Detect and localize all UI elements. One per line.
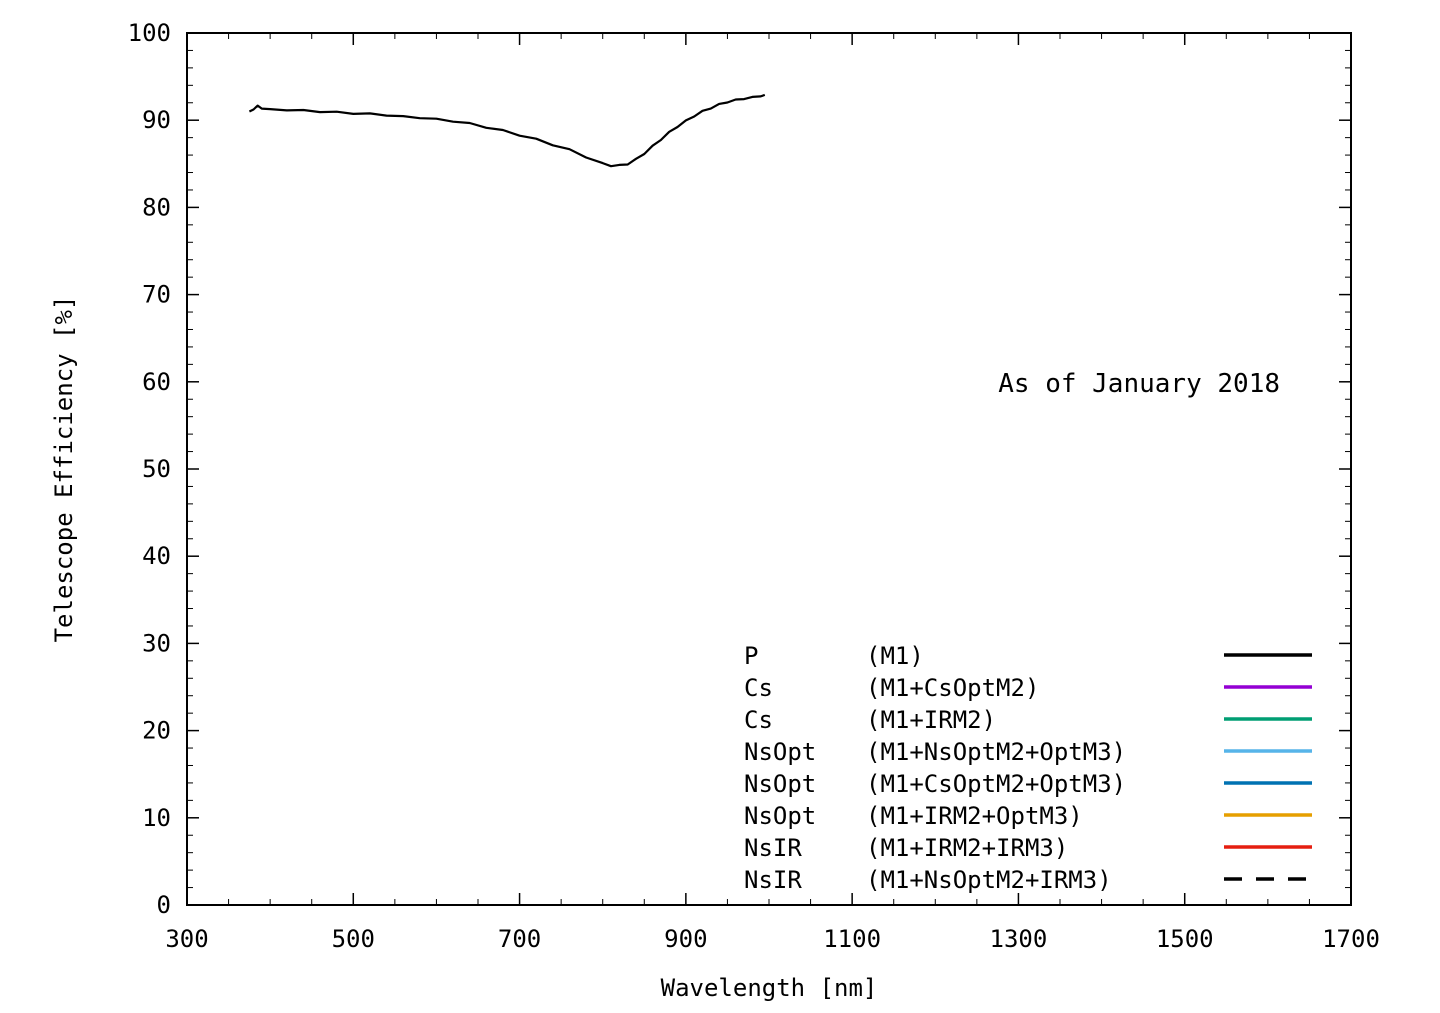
x-tick-label: 300: [165, 925, 208, 953]
legend-config: (M1+IRM2): [866, 706, 996, 734]
legend-name: Cs: [744, 674, 773, 702]
series-line-p: [248, 93, 766, 168]
series-lines: [248, 93, 766, 168]
x-tick-label: 1700: [1322, 925, 1380, 953]
x-tick-label: 1100: [823, 925, 881, 953]
y-axis-title: Telescope Efficiency [%]: [50, 296, 78, 643]
y-tick-label: 70: [142, 281, 171, 309]
y-tick-label: 50: [142, 455, 171, 483]
legend-name: NsOpt: [744, 770, 816, 798]
legend-entry: NsIR (M1+IRM2+IRM3): [744, 834, 1312, 862]
legend-name: P: [744, 642, 758, 670]
y-tick-label: 60: [142, 368, 171, 396]
legend-entry: NsOpt (M1+IRM2+OptM3): [744, 802, 1312, 830]
legend-entry: NsIR (M1+NsOptM2+IRM3): [744, 866, 1312, 894]
legend-entry: P (M1): [744, 642, 1312, 670]
legend-entry: Cs (M1+CsOptM2): [744, 674, 1312, 702]
y-tick-label: 0: [157, 891, 171, 919]
legend-entry: NsOpt (M1+NsOptM2+OptM3): [744, 738, 1312, 766]
y-tick-label: 10: [142, 804, 171, 832]
x-axis-title: Wavelength [nm]: [661, 974, 878, 1002]
legend-name: NsOpt: [744, 738, 816, 766]
legend-name: Cs: [744, 706, 773, 734]
y-tick-label: 40: [142, 542, 171, 570]
x-tick-label: 1300: [990, 925, 1048, 953]
legend-config: (M1+NsOptM2+OptM3): [866, 738, 1126, 766]
legend-name: NsOpt: [744, 802, 816, 830]
legend-entry: Cs (M1+IRM2): [744, 706, 1312, 734]
legend-name: NsIR: [744, 834, 802, 862]
legend-config: (M1+CsOptM2): [866, 674, 1039, 702]
x-tick-labels: 300 500 700 900 1100 1300 1500 1700: [165, 925, 1380, 953]
x-tick-label: 1500: [1156, 925, 1214, 953]
date-annotation: As of January 2018: [998, 369, 1280, 399]
legend: P (M1) Cs (M1+CsOptM2) Cs (M1+IRM2) NsOpt (M1+N…: [744, 642, 1312, 894]
y-tick-label: 90: [142, 106, 171, 134]
x-tick-label: 500: [332, 925, 375, 953]
plot-frame: [186, 32, 1352, 906]
y-tick-label: 80: [142, 193, 171, 221]
legend-config: (M1+NsOptM2+IRM3): [866, 866, 1112, 894]
y-tick-label: 100: [128, 19, 171, 47]
legend-name: NsIR: [744, 866, 802, 894]
x-tick-label: 700: [498, 925, 541, 953]
legend-config: (M1): [866, 642, 924, 670]
x-tick-label: 900: [664, 925, 707, 953]
legend-config: (M1+CsOptM2+OptM3): [866, 770, 1126, 798]
y-tick-label: 20: [142, 717, 171, 745]
legend-config: (M1+IRM2+OptM3): [866, 802, 1083, 830]
legend-config: (M1+IRM2+IRM3): [866, 834, 1068, 862]
legend-entry: NsOpt (M1+CsOptM2+OptM3): [744, 770, 1312, 798]
y-tick-label: 30: [142, 629, 171, 657]
y-tick-labels: 0 10 20 30 40 50 60 70 80 90 100: [128, 19, 171, 919]
